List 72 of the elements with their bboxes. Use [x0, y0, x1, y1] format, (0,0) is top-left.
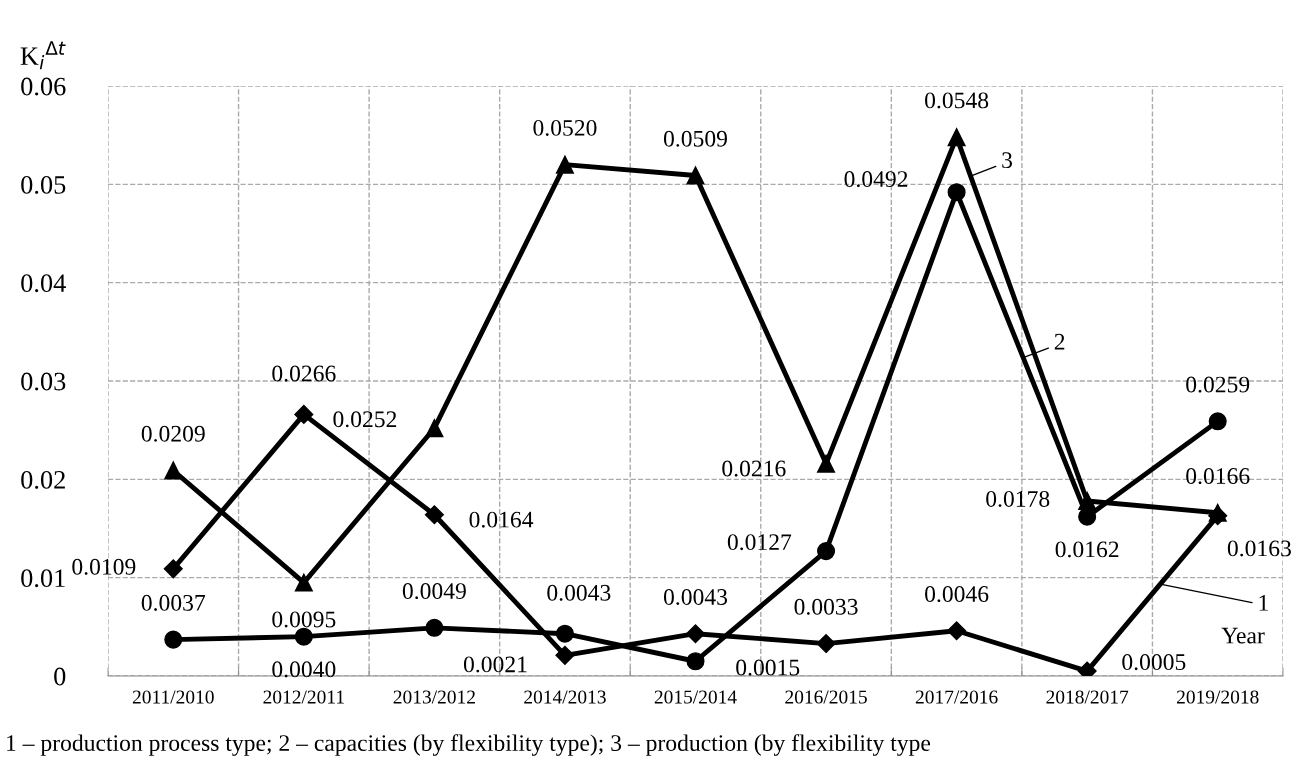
- data-label: 0.0259: [1186, 376, 1250, 393]
- data-label: 0.0040: [272, 661, 336, 678]
- point: [164, 630, 183, 649]
- point: [294, 573, 313, 592]
- data-label: 0.0033: [794, 598, 858, 615]
- x-tick-label: 2018/2017: [1046, 690, 1129, 704]
- data-label: 0.0548: [925, 92, 989, 109]
- legend-label: 3: [1002, 152, 1013, 169]
- point: [947, 128, 966, 147]
- x-tick-label: 2011/2010: [132, 690, 214, 704]
- data-label: 0.0109: [72, 558, 136, 575]
- point: [555, 645, 575, 665]
- point: [947, 621, 967, 641]
- data-label: 0.0252: [333, 411, 397, 428]
- point: [424, 505, 444, 525]
- point: [163, 559, 183, 579]
- point: [686, 652, 705, 671]
- legend-label: 1: [1259, 595, 1268, 611]
- data-label: 0.0043: [547, 584, 611, 601]
- data-label: 0.0266: [272, 365, 336, 382]
- data-label: 0.0166: [1186, 468, 1250, 485]
- data-label: 0.0021: [463, 656, 527, 673]
- point: [294, 627, 313, 646]
- y-tick-label: 0.01: [21, 569, 65, 588]
- data-label: 0.0520: [533, 119, 597, 136]
- data-label: 0.0049: [402, 583, 466, 600]
- point: [817, 454, 836, 473]
- point: [294, 404, 314, 424]
- data-label: 0.0162: [1055, 541, 1119, 558]
- x-tick-label: 2013/2012: [393, 690, 475, 704]
- y-tick-label: 0: [54, 667, 66, 686]
- x-tick-label: 2012/2011: [263, 690, 344, 704]
- x-tick-label: 2017/2016: [915, 690, 998, 704]
- data-label: 0.0015: [736, 659, 800, 676]
- point: [685, 624, 706, 644]
- x-tick-label: 2019/2018: [1176, 690, 1259, 704]
- data-label: 0.0209: [141, 425, 205, 442]
- point: [1208, 412, 1227, 431]
- point: [425, 618, 444, 637]
- point: [816, 634, 836, 654]
- data-label: 0.0164: [469, 511, 534, 528]
- data-label: 0.0509: [663, 130, 727, 147]
- x-axis-title: Year: [1221, 627, 1265, 644]
- x-tick-label: 2016/2015: [785, 690, 867, 704]
- legend-label: 2: [1054, 333, 1065, 350]
- y-axis-title: K$_{i}$$^{Δt}$: [20, 41, 66, 70]
- data-label: 0.0492: [844, 171, 908, 188]
- x-tick-label: 2015/2014: [654, 690, 737, 704]
- data-label: 0.0005: [1122, 654, 1186, 671]
- data-label: 0.0046: [925, 586, 989, 603]
- point: [817, 542, 836, 561]
- data-label: 0.0043: [663, 588, 728, 606]
- point: [947, 183, 966, 202]
- point: [1078, 491, 1097, 510]
- data-label: 0.0037: [141, 594, 206, 611]
- point: [686, 166, 705, 185]
- point: [164, 461, 183, 480]
- data-label: 0.0095: [272, 611, 336, 628]
- data-label: 0.0127: [727, 534, 792, 551]
- point: [555, 155, 574, 174]
- x-tick-label: 2014/2013: [524, 690, 606, 704]
- data-label: 0.0178: [986, 490, 1050, 507]
- y-tick-label: 0.03: [21, 372, 66, 391]
- text: 1 – production process type; 2 – capacities (by flexibility type); 3 – production (by flexibility type: [7, 734, 931, 756]
- data-label: 0.0216: [722, 460, 786, 477]
- y-tick-label: 0.06: [21, 77, 66, 96]
- y-tick-label: 0.05: [21, 175, 66, 194]
- point: [555, 624, 574, 643]
- y-tick-label: 0.02: [21, 470, 65, 489]
- data-label: 0.0163: [1227, 540, 1291, 557]
- point: [425, 419, 444, 438]
- y-tick-label: 0.04: [21, 274, 66, 293]
